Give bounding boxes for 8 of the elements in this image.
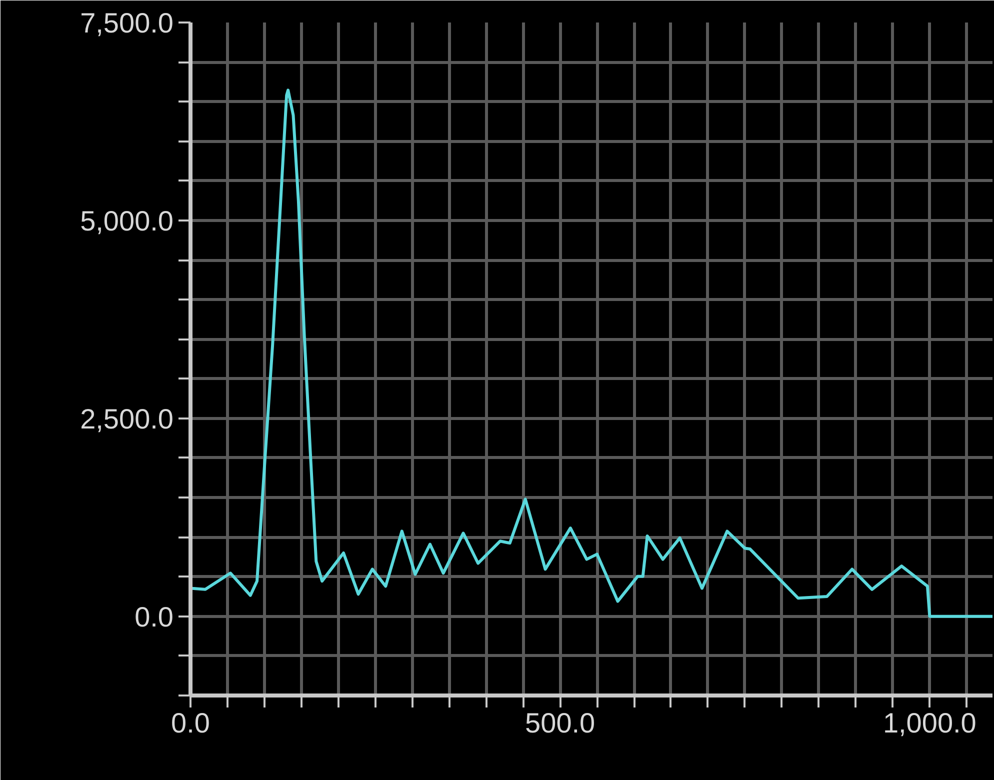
y-tick-label: 7,500.0	[80, 8, 174, 38]
x-tick-label: 500.0	[525, 708, 596, 738]
x-tick-label: 1,000.0	[882, 708, 976, 738]
y-tick-label: 0.0	[134, 601, 174, 632]
line-series	[190, 88, 992, 618]
y-tick-label: 5,000.0	[80, 205, 174, 236]
x-tick-label: 0.0	[171, 708, 210, 738]
y-tick-label: 2,500.0	[80, 403, 174, 434]
